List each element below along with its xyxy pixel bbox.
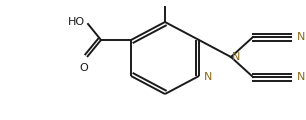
Text: Cl: Cl xyxy=(161,0,171,2)
Text: N: N xyxy=(232,52,241,62)
Text: N: N xyxy=(297,32,305,42)
Text: HO: HO xyxy=(67,17,84,27)
Text: N: N xyxy=(204,72,212,82)
Text: N: N xyxy=(297,72,305,82)
Text: O: O xyxy=(80,63,88,73)
